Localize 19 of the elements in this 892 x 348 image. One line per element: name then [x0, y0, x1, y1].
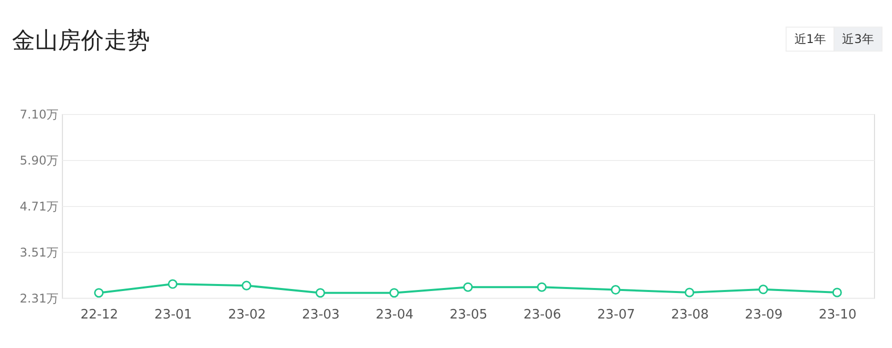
x-tick-label: 23-08 — [671, 307, 709, 322]
x-tick-label: 22-12 — [80, 307, 118, 322]
x-tick-label: 23-05 — [450, 307, 488, 322]
x-tick-label: 23-01 — [154, 307, 192, 322]
y-tick-label: 3.51万 — [20, 245, 58, 260]
y-tick-label: 4.71万 — [20, 199, 58, 214]
x-tick-label: 23-04 — [376, 307, 414, 322]
x-tick-label: 23-02 — [228, 307, 266, 322]
x-tick-label: 23-09 — [744, 307, 783, 322]
text: 近1年 — [794, 32, 826, 46]
y-tick-label: 2.31万 — [20, 291, 58, 306]
y-tick-label: 7.10万 — [20, 108, 58, 122]
x-tick-label: 23-06 — [523, 307, 562, 322]
text: 近3年 — [842, 32, 874, 46]
x-tick-label: 23-07 — [597, 307, 635, 322]
x-tick-label: 23-03 — [302, 307, 340, 322]
x-tick-label: 23-10 — [818, 307, 856, 322]
y-tick-label: 5.90万 — [20, 154, 58, 168]
chart-title: 金山房价走势 — [12, 28, 150, 54]
